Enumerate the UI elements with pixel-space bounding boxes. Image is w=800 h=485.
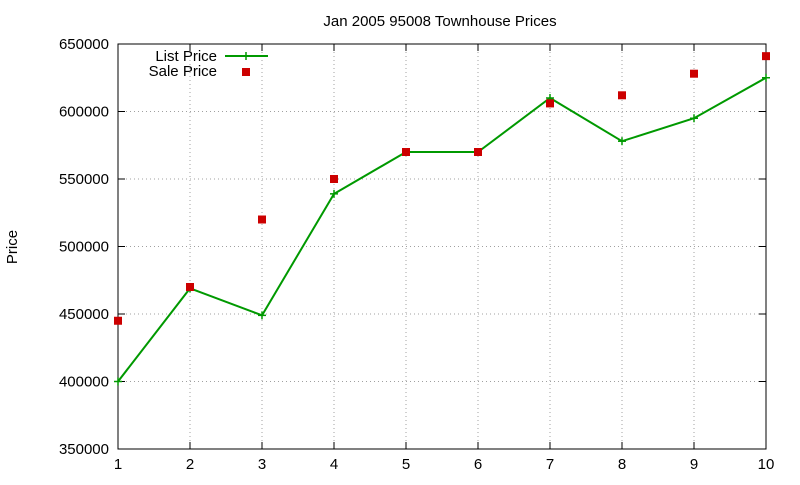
axis-ticks: 1 2 3 4 5 6 7 8 9 10 350000 400000 450000 500000 55000… — [59, 36, 774, 473]
sale-price-point — [618, 91, 626, 100]
x-tick-label: 9 — [690, 456, 698, 473]
sale-price-point — [474, 148, 482, 156]
y-tick-label: 450000 — [59, 306, 109, 323]
list-price-point — [114, 377, 122, 386]
y-axis-title: Price — [4, 230, 21, 264]
x-tick-label: 10 — [758, 456, 775, 473]
x-tick-label: 8 — [618, 456, 626, 473]
list-price-line — [117, 76, 767, 383]
y-tick-label: 500000 — [59, 239, 109, 256]
x-tick-label: 5 — [402, 456, 410, 473]
sale-price-point — [330, 175, 338, 183]
chart-title: Jan 2005 95008 Townhouse Prices — [323, 13, 556, 30]
sale-price-point — [186, 283, 194, 291]
list-price-point — [258, 311, 266, 320]
sale-price-point — [690, 69, 698, 78]
x-tick-label: 2 — [186, 456, 194, 473]
legend-sample-list-price-marker — [242, 52, 250, 60]
legend-sample-sale-price-marker — [242, 68, 250, 76]
grid-lines — [118, 44, 766, 449]
y-tick-label: 650000 — [59, 36, 109, 53]
list-price-point — [690, 114, 698, 123]
x-tick-label: 1 — [114, 456, 122, 473]
sale-price-point — [762, 52, 770, 61]
x-tick-label: 4 — [330, 456, 338, 473]
sale-price-point — [546, 99, 554, 108]
list-price-point — [762, 73, 770, 82]
x-tick-label: 6 — [474, 456, 482, 473]
list-price-point — [330, 189, 338, 198]
y-tick-label: 400000 — [59, 374, 109, 391]
series-layer — [114, 52, 770, 386]
sale-price-point — [114, 316, 122, 325]
y-tick-label: 350000 — [59, 441, 109, 458]
sale-price-point — [402, 148, 410, 156]
x-tick-label: 7 — [546, 456, 554, 473]
sale-price-point — [258, 215, 266, 224]
x-tick-label: 3 — [258, 456, 266, 473]
y-tick-label: 600000 — [59, 104, 109, 121]
list-price-point — [618, 137, 626, 146]
legend: List Price Sale Price — [149, 48, 268, 80]
y-tick-label: 550000 — [59, 171, 109, 188]
legend-label-list-price: List Price — [155, 48, 217, 65]
legend-label-sale-price: Sale Price — [149, 63, 217, 80]
